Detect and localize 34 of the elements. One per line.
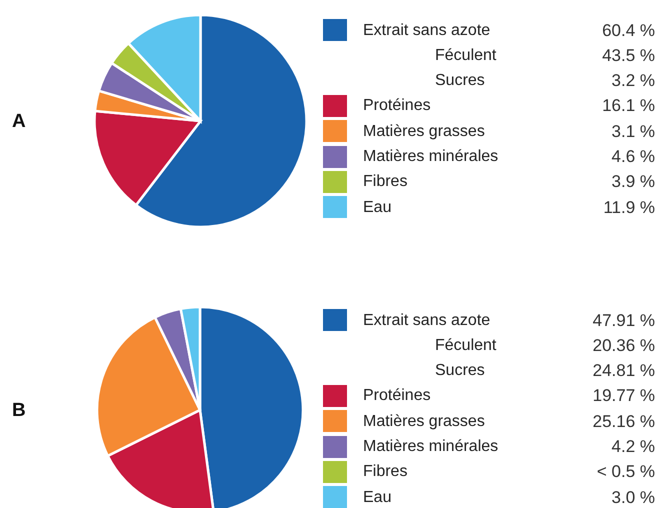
- legend-label: Matières minérales: [363, 438, 498, 455]
- category-label: Féculent: [435, 336, 496, 354]
- legend-label: Eau: [363, 198, 392, 216]
- text: B: [12, 400, 26, 421]
- category-label: Féculent: [435, 46, 496, 64]
- legend-label: Matières grasses: [363, 412, 485, 430]
- data-label: 4.6 %: [612, 147, 655, 166]
- data-label: 11.9 %: [603, 198, 655, 217]
- legend-label: Protéines: [363, 97, 431, 114]
- text: 20.36 %: [592, 336, 655, 355]
- legend-label: Fibres: [363, 463, 408, 480]
- legend-label: Extrait sans azote: [363, 312, 490, 328]
- data-label: 60.4 %: [602, 20, 655, 40]
- legend-label: Protéines: [363, 387, 431, 404]
- text: 24.81 %: [592, 361, 655, 380]
- data-label: 3.9 %: [612, 172, 655, 192]
- data-label: 16.1 %: [602, 96, 655, 116]
- data-label: 3.0 %: [612, 488, 655, 507]
- data-label: 3.1 %: [612, 122, 655, 141]
- text: < 0.5 %: [596, 462, 655, 482]
- legend-label: Matières grasses: [363, 122, 485, 140]
- data-label: 47.91 %: [592, 310, 655, 330]
- text: A: [12, 111, 26, 132]
- legend-label: Matières minérales: [363, 148, 498, 165]
- text: 43.5 %: [602, 46, 655, 65]
- legend-label: Extrait sans azote: [363, 22, 490, 38]
- legend-label: Eau: [363, 488, 392, 506]
- data-label: 4.2 %: [612, 437, 655, 456]
- text: 3.2 %: [612, 71, 655, 90]
- data-label: 19.77 %: [592, 386, 655, 406]
- category-label: Sucres: [435, 362, 485, 380]
- legend-label: Fibres: [363, 173, 408, 190]
- category-label: Sucres: [435, 72, 485, 90]
- data-label: 25.16 %: [592, 412, 655, 431]
